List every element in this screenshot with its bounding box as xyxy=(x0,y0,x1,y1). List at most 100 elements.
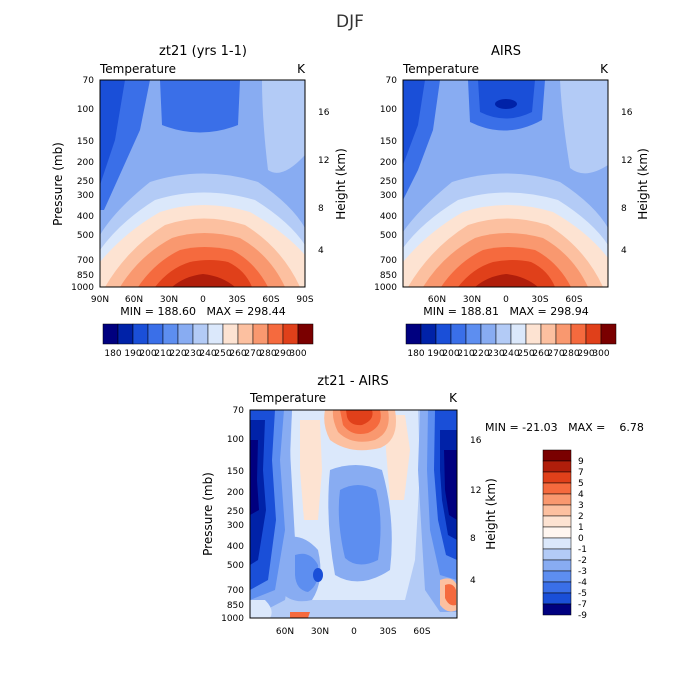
colorbar-swatch xyxy=(132,323,149,345)
contour-band xyxy=(155,260,252,287)
pressure-tick: 500 xyxy=(380,231,397,241)
latitude-tick: 60N xyxy=(276,627,294,637)
colorbar-label: 240 xyxy=(502,349,519,359)
panel-title: AIRS xyxy=(491,44,521,59)
pressure-ticks: 70 100 150 200 250 300 400 500 700 850 1… xyxy=(221,406,244,624)
height-tick: 12 xyxy=(318,156,329,166)
colorbar-label: 220 xyxy=(169,349,186,359)
colorbar-label: 270 xyxy=(547,349,564,359)
panel-difference: zt21 - AIRS Temperature K xyxy=(201,374,644,637)
latitude-tick: 90N xyxy=(91,295,109,305)
plot-frame xyxy=(249,409,458,619)
colorbar-labels: 180 190 200 210 220 230 240 250 260 270 … xyxy=(104,349,306,359)
height-tick: 16 xyxy=(621,108,633,118)
colorbar xyxy=(405,323,617,345)
min-max-readout: MIN = 188.60 MAX = 298.44 xyxy=(120,305,285,318)
colorbar-swatch xyxy=(542,537,572,550)
colorbar-swatch xyxy=(542,471,572,484)
height-ticks: 4 8 12 16 xyxy=(470,436,482,586)
contour-band xyxy=(495,99,517,109)
contour-band xyxy=(475,274,538,287)
colorbar-swatch xyxy=(600,323,617,345)
colorbar-swatch xyxy=(542,603,572,616)
colorbar-swatch xyxy=(237,323,254,345)
colorbar-label: 7 xyxy=(578,468,584,478)
variable-label: Temperature xyxy=(99,62,176,76)
colorbar-swatch xyxy=(495,323,512,345)
colorbar-label: 300 xyxy=(592,349,609,359)
pressure-ticks: 70 100 150 200 250 300 400 500 700 850 1… xyxy=(71,76,94,293)
latitude-tick: 60S xyxy=(413,627,430,637)
colorbar-swatch xyxy=(162,323,179,345)
colorbar-label: 280 xyxy=(259,349,276,359)
colorbar-swatch xyxy=(542,570,572,583)
height-axis-label: Height (km) xyxy=(636,148,650,219)
panel-model: zt21 (yrs 1-1) Temperature K 70 100 150 … xyxy=(51,44,348,359)
contour-field xyxy=(100,80,305,287)
variable-label: Temperature xyxy=(249,391,326,405)
colorbar-label: -5 xyxy=(578,589,587,599)
pressure-tick: 150 xyxy=(77,137,94,147)
contour-band xyxy=(290,612,310,618)
colorbar-swatch xyxy=(542,581,572,594)
colorbar-swatch xyxy=(207,323,224,345)
pressure-tick: 500 xyxy=(227,561,244,571)
pressure-tick: 200 xyxy=(380,158,397,168)
colorbar-label: 180 xyxy=(407,349,424,359)
min-max-readout: MIN = 188.81 MAX = 298.94 xyxy=(423,305,588,318)
latitude-tick: 60N xyxy=(125,295,143,305)
colorbar-label: 260 xyxy=(532,349,549,359)
colorbar-label: 2 xyxy=(578,512,584,522)
contour-field xyxy=(250,410,457,618)
colorbar-label: -2 xyxy=(578,556,587,566)
colorbar-label: 270 xyxy=(244,349,261,359)
height-axis-label: Height (km) xyxy=(484,478,498,549)
colorbar-label: 290 xyxy=(577,349,594,359)
contour-band xyxy=(250,600,272,618)
colorbar-swatch xyxy=(570,323,587,345)
pressure-tick: 70 xyxy=(83,76,95,86)
pressure-tick: 70 xyxy=(233,406,245,416)
colorbar-swatch xyxy=(267,323,284,345)
units-label: K xyxy=(449,391,458,405)
units-label: K xyxy=(297,62,306,76)
pressure-tick: 250 xyxy=(77,177,94,187)
colorbar-label: 3 xyxy=(578,501,584,511)
pressure-tick: 700 xyxy=(380,256,397,266)
panel-airs: AIRS Temperature K 70 100 150 200 2 xyxy=(374,44,650,359)
height-tick: 4 xyxy=(470,576,476,586)
height-ticks: 4 8 12 16 xyxy=(621,108,633,256)
colorbar-swatch xyxy=(252,323,269,345)
height-tick: 8 xyxy=(621,204,627,214)
contour-band xyxy=(250,440,259,515)
colorbar xyxy=(102,323,314,345)
contour-band xyxy=(445,584,456,606)
pressure-tick: 300 xyxy=(380,191,397,201)
contour-band xyxy=(458,260,555,287)
height-tick: 8 xyxy=(470,534,476,544)
colorbar-label: 0 xyxy=(578,534,584,544)
colorbar-swatch xyxy=(525,323,542,345)
colorbar-label: 260 xyxy=(229,349,246,359)
pressure-axis-label: Pressure (mb) xyxy=(201,472,215,556)
pressure-tick: 150 xyxy=(380,137,397,147)
pressure-tick: 500 xyxy=(77,231,94,241)
colorbar-swatch xyxy=(542,515,572,528)
plot-frame xyxy=(402,79,609,288)
colorbar-label: 210 xyxy=(457,349,474,359)
height-tick: 12 xyxy=(621,156,632,166)
latitude-ticks: 90N 60N 30N 0 30S 60S 90S xyxy=(91,295,314,305)
colorbar-label: 190 xyxy=(427,349,444,359)
contour-band xyxy=(295,553,319,592)
colorbar-swatch xyxy=(405,323,422,345)
contour-band xyxy=(560,80,608,174)
colorbar-label: 210 xyxy=(154,349,171,359)
colorbar-label: -4 xyxy=(578,578,587,588)
colorbar-label: -1 xyxy=(578,545,587,555)
latitude-tick: 30N xyxy=(311,627,329,637)
height-tick: 16 xyxy=(318,108,330,118)
colorbar-swatch xyxy=(542,493,572,506)
pressure-tick: 200 xyxy=(77,158,94,168)
colorbar-swatch xyxy=(282,323,299,345)
colorbar-swatch xyxy=(192,323,209,345)
